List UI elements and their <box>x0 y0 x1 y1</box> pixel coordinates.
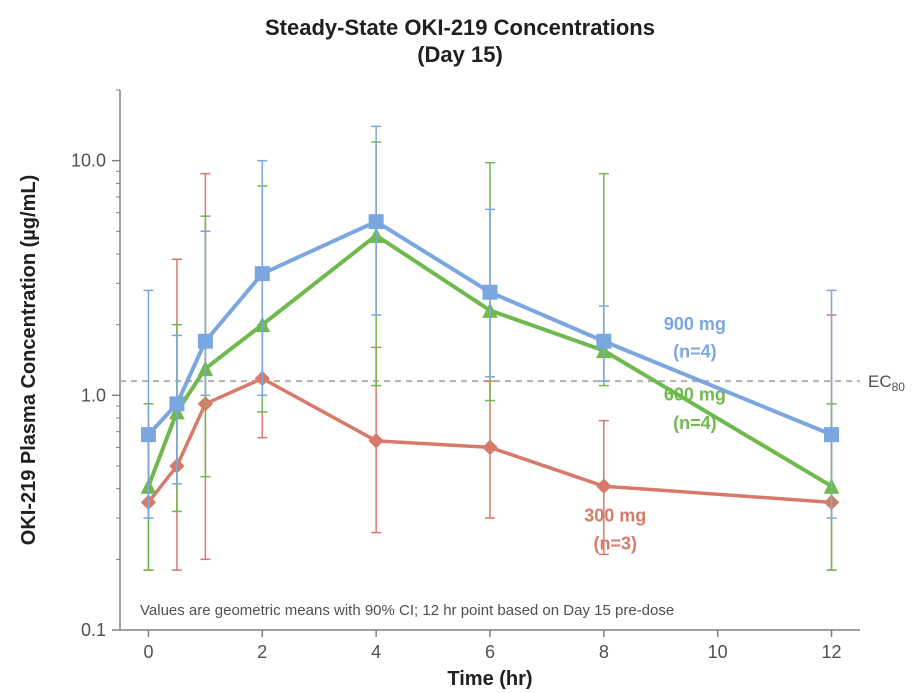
chart-bg <box>0 0 920 693</box>
x-tick-label: 2 <box>257 642 267 662</box>
series-n-label: (n=4) <box>673 341 717 361</box>
x-tick-label: 0 <box>143 642 153 662</box>
footnote: Values are geometric means with 90% CI; … <box>140 602 674 619</box>
pk-chart: Steady-State OKI-219 Concentrations(Day … <box>0 0 920 693</box>
x-tick-label: 12 <box>822 642 842 662</box>
y-tick-label: 10.0 <box>71 151 106 171</box>
chart-title-1: Steady-State OKI-219 Concentrations <box>265 15 655 40</box>
series-marker <box>141 428 155 442</box>
series-n-label: (n=4) <box>673 413 717 433</box>
x-tick-label: 4 <box>371 642 381 662</box>
series-marker <box>170 397 184 411</box>
chart-title-2: (Day 15) <box>417 42 503 67</box>
series-marker <box>255 267 269 281</box>
chart-svg: Steady-State OKI-219 Concentrations(Day … <box>0 0 920 693</box>
series-marker <box>369 215 383 229</box>
series-marker <box>198 334 212 348</box>
y-axis-label: OKI-219 Plasma Concentration (µg/mL) <box>18 175 40 545</box>
x-tick-label: 8 <box>599 642 609 662</box>
series-marker <box>483 285 497 299</box>
series-marker <box>597 334 611 348</box>
series-label: 900 mg <box>664 314 726 334</box>
x-tick-label: 6 <box>485 642 495 662</box>
series-label: 300 mg <box>584 505 646 525</box>
series-marker <box>825 428 839 442</box>
y-tick-label: 1.0 <box>81 385 106 405</box>
y-tick-label: 0.1 <box>81 620 106 640</box>
x-tick-label: 10 <box>708 642 728 662</box>
x-axis-label: Time (hr) <box>447 668 532 690</box>
series-n-label: (n=3) <box>593 534 637 554</box>
